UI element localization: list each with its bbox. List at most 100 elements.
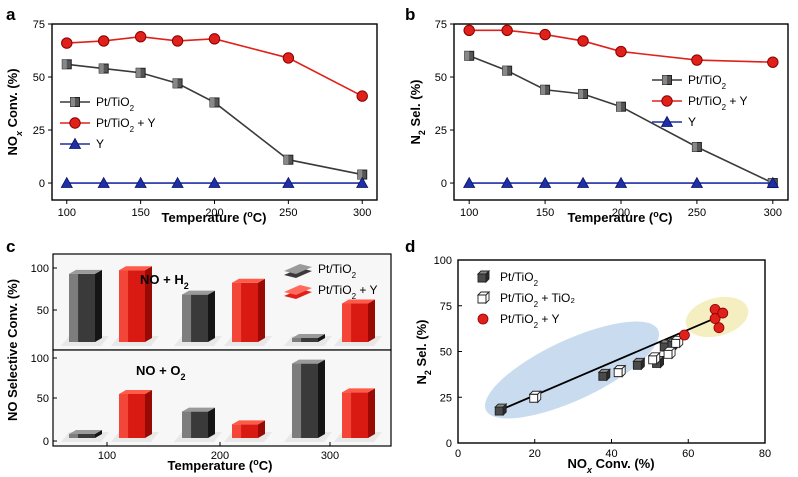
y-tick-c-0-100: 100	[31, 263, 49, 275]
legend-label-b-0: Pt/TiO2	[688, 73, 727, 91]
bar-0-1-1	[224, 278, 272, 346]
legend-marker-d-1	[476, 290, 491, 305]
x-axis-label-c: Temperature (oC)	[168, 457, 273, 473]
point-a-0-0	[61, 59, 72, 70]
x-tick-b-300: 300	[764, 207, 782, 219]
point-a-1-6	[356, 90, 368, 102]
y-tick-a-50: 50	[33, 72, 45, 84]
legend-label-b-2: Y	[688, 115, 696, 129]
point-d-0-2	[632, 357, 646, 371]
point-d-2-4	[717, 307, 729, 319]
y-tick-a-25: 25	[33, 125, 45, 137]
y-tick-a-75: 75	[33, 19, 45, 31]
legend-a: Pt/TiO2 Pt/TiO2 + Y Y	[60, 95, 155, 151]
point-d-1-1	[613, 364, 627, 378]
point-a-1-3	[171, 35, 184, 47]
legend-marker-b-1	[661, 95, 673, 107]
y-tick-b-0: 0	[441, 178, 447, 190]
legend-label-b-1: Pt/TiO2 + Y	[688, 94, 747, 112]
point-a-1-1	[98, 35, 110, 47]
subplot-frame-top-c	[52, 253, 392, 351]
legend-marker-d-0	[476, 269, 491, 284]
highlight-ellipse-blue	[484, 321, 660, 419]
legend-label-a-1: Pt/TiO2 + Y	[96, 116, 155, 134]
point-b-2-0	[463, 176, 476, 188]
bar-1-0-0	[61, 430, 109, 442]
panel-c: c 50 100 0 50 100 100 200 300 NO + H2 NO + O2 T…	[5, 237, 392, 473]
point-b-0-3	[578, 88, 589, 99]
x-tick-d-40: 40	[605, 448, 617, 460]
x-tick-a-100: 100	[58, 207, 76, 219]
bar-0-1-0	[111, 266, 159, 346]
bar-1-1-0	[111, 390, 159, 442]
point-d-1-2	[647, 351, 661, 365]
point-a-2-5	[282, 176, 295, 188]
legend-label-d-2: Pt/TiO2 + Y	[500, 312, 559, 330]
legend-label-a-2: Y	[96, 137, 104, 151]
point-b-0-1	[502, 65, 513, 76]
point-d-2-3	[713, 322, 725, 334]
point-a-1-5	[282, 52, 295, 64]
bar-1-0-1	[174, 407, 222, 442]
point-a-2-2	[134, 176, 147, 188]
x-tick-a-200: 200	[205, 207, 223, 219]
y-tick-b-75: 75	[435, 19, 447, 31]
point-a-2-4	[208, 176, 221, 188]
point-b-1-3	[577, 35, 589, 47]
x-tick-b-200: 200	[612, 207, 630, 219]
x-tick-d-80: 80	[759, 448, 771, 460]
legend-marker-b-2	[660, 115, 674, 127]
y-tick-c-1-0: 0	[43, 436, 49, 448]
point-a-0-1	[98, 63, 109, 74]
point-b-1-6	[767, 56, 779, 68]
point-b-2-3	[576, 176, 590, 188]
point-b-2-4	[614, 176, 628, 188]
panel-d: d 0 20 40 60 80 0 25 50 75 100 NOx Conv. (%) N2 S…	[405, 237, 771, 475]
point-b-0-4	[616, 101, 626, 112]
legend-marker-b-0	[662, 75, 672, 85]
panel-b: b 100 150 200 250 300 0 25 50 75 Temperature (oC…	[405, 5, 789, 225]
point-b-1-4	[615, 45, 627, 58]
y-tick-d-25: 25	[440, 392, 452, 404]
legend-marker-a-2	[68, 137, 82, 149]
y-tick-d-100: 100	[434, 255, 452, 267]
subpanel-title-no-h2: NO + H2	[140, 272, 189, 291]
y-tick-c-0-50: 50	[37, 305, 49, 317]
legend-c: Pt/TiO2 Pt/TiO2 + Y	[284, 262, 377, 301]
x-tick-c-300: 300	[321, 450, 339, 462]
bar-0-1-2	[334, 299, 382, 346]
point-b-0-0	[464, 50, 475, 61]
point-a-2-3	[171, 176, 184, 188]
legend-marker-a-0	[70, 97, 80, 107]
point-d-2-2	[709, 313, 721, 324]
y-tick-b-50: 50	[435, 72, 447, 84]
point-a-0-2	[135, 67, 146, 78]
x-tick-b-250: 250	[688, 207, 706, 219]
point-a-1-4	[208, 33, 221, 45]
y-tick-d-50: 50	[440, 347, 452, 359]
legend-label-d-0: Pt/TiO2	[500, 270, 539, 288]
bar-1-1-2	[334, 388, 382, 442]
point-a-0-4	[209, 97, 220, 108]
panel-label-a: a	[6, 5, 16, 24]
bar-1-1-1	[224, 420, 272, 442]
x-axis-label-b: Temperature (oC)	[568, 209, 673, 225]
x-tick-d-20: 20	[529, 448, 541, 460]
legend-label-c-0: Pt/TiO2	[318, 262, 357, 280]
point-b-1-0	[463, 24, 475, 37]
point-d-1-0	[528, 390, 542, 404]
point-b-1-1	[501, 24, 513, 37]
point-d-2-0	[679, 329, 690, 341]
y-tick-a-0: 0	[39, 178, 45, 190]
point-b-2-1	[500, 176, 514, 188]
legend-label-c-1: Pt/TiO2 + Y	[318, 283, 377, 301]
y-axis-label-c: NO Selective Conv. (%)	[5, 279, 20, 421]
x-tick-d-0: 0	[455, 448, 461, 460]
x-axis-label-d: NOx Conv. (%)	[567, 456, 654, 475]
point-b-0-5	[691, 141, 702, 152]
point-a-2-1	[97, 176, 110, 188]
legend-b: Pt/TiO2 Pt/TiO2 + Y Y	[652, 73, 747, 129]
panel-a: a 100 150 200 250 300 0 25 50 75 Temperature (oC…	[5, 5, 378, 225]
point-a-0-5	[283, 154, 294, 165]
legend-d: Pt/TiO2 Pt/TiO2 + TiO₂ Pt/TiO2 + Y	[476, 269, 575, 330]
